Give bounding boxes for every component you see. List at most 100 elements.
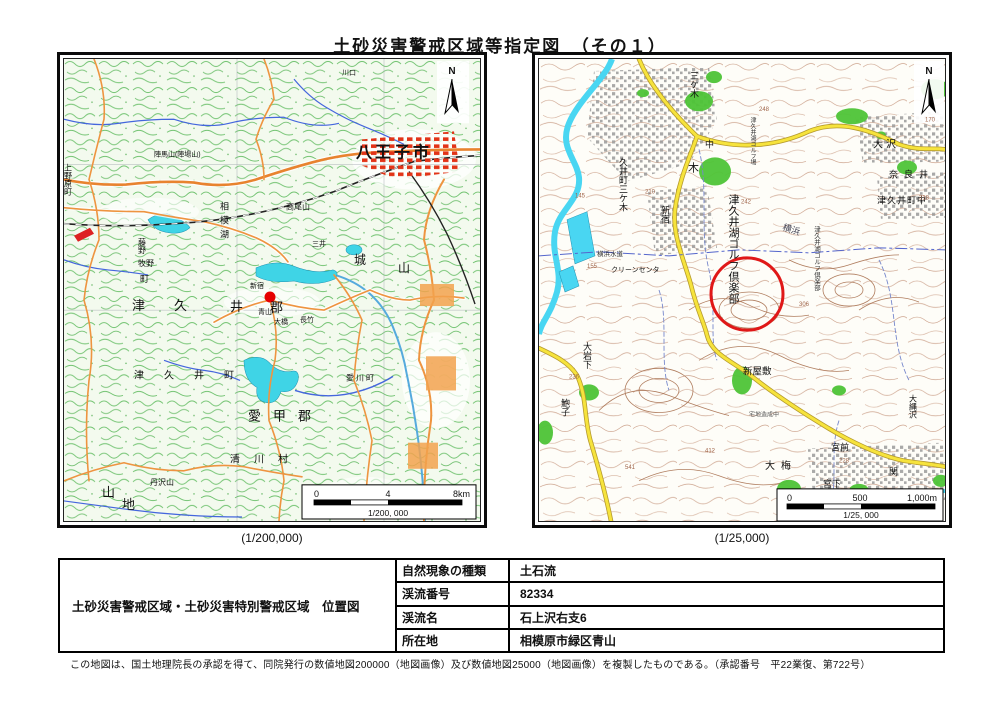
page-title: 土砂災害警戒区域等指定図 （その１） [333, 37, 667, 56]
map-label: 長竹 [300, 315, 314, 324]
map-label: 津久井町中 [877, 195, 927, 206]
table-row: 自然現象の種類 土石流 [397, 560, 943, 584]
field-label: 渓流番号 [397, 583, 510, 605]
right-map-contours [598, 254, 920, 486]
map-label: 大沢 [873, 137, 899, 150]
info-table-rows: 自然現象の種類 土石流 渓流番号 82334 渓流名 石上沢右支6 所在地 相模原市緑区青山 [397, 560, 943, 651]
map-label: 川口 [342, 69, 356, 77]
map-label: 上野原町 [64, 163, 72, 195]
map-label: 愛川町 [346, 372, 376, 382]
left-map-caption: (1/200,000) [241, 531, 303, 545]
map-label: 170 [925, 117, 936, 123]
map-label: 地 [122, 497, 135, 512]
scale-tick: 0 [787, 493, 792, 503]
map-label: 高尾山 [286, 202, 310, 212]
map-label: 中 [705, 138, 714, 149]
north-label: N [448, 66, 455, 77]
scale-tick: 0 [314, 489, 319, 499]
left-map-urban-area [74, 131, 460, 469]
table-row: 渓流番号 82334 [397, 583, 943, 607]
map-label: 津久井湖ゴルフ倶楽部 [727, 193, 739, 304]
left-north-arrow: N [437, 61, 469, 124]
map-label: 久井町三ケ木 [618, 156, 628, 212]
map-label: 宅地造成中 [749, 411, 779, 419]
field-label: 渓流名 [397, 606, 510, 628]
footer-note: この地図は、国土地理院長の承認を得て、同院発行の数値地図200000（地図画像）… [70, 660, 871, 671]
map-label: 大橋 [274, 317, 288, 326]
map-label: 242 [741, 200, 752, 206]
map-label: 宮前 [831, 442, 849, 453]
map-label: 鮑子 [560, 397, 570, 416]
map-label: 横浜 [781, 221, 801, 237]
map-label: 三井 [312, 239, 326, 248]
map-label: 津久井湖ゴルフ場 [749, 117, 756, 166]
map-label: 山 [398, 261, 410, 275]
map-label: クリーンセンタ [611, 265, 660, 274]
scale-tick: 1,000m [907, 493, 937, 503]
table-row: 渓流名 石上沢右支6 [397, 606, 943, 630]
map-label: 248 [759, 107, 770, 113]
map-label: 陣馬山(陣場山) [154, 149, 201, 158]
map-label: 三ケ木 [689, 71, 699, 99]
map-label: 津久井湖ゴルフ倶楽部 [813, 225, 821, 292]
right-map-caption: (1/25,000) [714, 531, 770, 545]
table-row: 所在地 相模原市緑区青山 [397, 629, 943, 651]
right-map-panel: N 0 500 1,000m 1/25, 000 三ケ木中木 津久井湖ゴルフ場 大沢… [532, 52, 952, 528]
field-value: 石上沢右支6 [520, 610, 587, 625]
red-dot-marker [264, 291, 276, 303]
map-label: 210 [645, 190, 656, 196]
map-label: 津 [132, 298, 145, 313]
north-label: N [925, 66, 932, 77]
map-label: 久 [174, 298, 187, 313]
map-label: 412 [705, 449, 716, 455]
map-label: 宮下 [823, 478, 841, 489]
map-label: 新宿 [250, 281, 264, 290]
right-north-arrow: N [914, 61, 944, 124]
info-table: 土砂災害警戒区域・土砂災害特別警戒区域 位置図 自然現象の種類 土石流 渓流番号 82… [58, 558, 945, 653]
map-label: 津久井町 [134, 368, 254, 381]
map-label: 奈良井 [889, 168, 934, 179]
field-label: 所在地 [397, 629, 510, 651]
map-label: 木 [688, 161, 699, 174]
map-label: 新宿 [660, 205, 670, 225]
field-value: 相模原市緑区青山 [520, 633, 617, 648]
map-label: 大縄沢 [909, 393, 918, 419]
map-label: 145 [575, 194, 586, 200]
right-map-inner: N 0 500 1,000m 1/25, 000 三ケ木中木 津久井湖ゴルフ場 大沢… [538, 58, 946, 522]
interchange-symbol [74, 227, 94, 242]
map-label: 228 [839, 459, 850, 465]
scale-tick: 8km [453, 489, 470, 499]
map-label: 井 [230, 299, 243, 314]
map-label: 大岩下 [582, 341, 592, 370]
map-label: 山 [102, 485, 115, 500]
left-map-panel: N 0 4 8km 1/200, 000 八王子市 川口 上野原町 陣馬山(陣場山) 高… [57, 52, 487, 528]
field-label: 自然現象の種類 [397, 560, 510, 582]
map-label: 306 [799, 302, 810, 308]
scale-ratio: 1/200, 000 [368, 508, 408, 518]
map-label: 318 [919, 196, 930, 202]
map-label: 郡 [270, 300, 283, 315]
location-map-title: 土砂災害警戒区域・土砂災害特別警戒区域 位置図 [60, 560, 397, 651]
map-label: 藤野 [138, 237, 147, 254]
left-scale-bar: 0 4 8km 1/200, 000 [301, 484, 477, 520]
red-circle-marker [709, 256, 785, 332]
field-value: 82334 [520, 586, 554, 601]
left-map-inner: N 0 4 8km 1/200, 000 八王子市 川口 上野原町 陣馬山(陣場山) 高… [63, 58, 481, 522]
admin-boundary-line [539, 247, 945, 257]
map-label: 青山 [258, 307, 272, 316]
right-scale-bar: 0 500 1,000m 1/25, 000 [776, 488, 944, 521]
map-label: 城 [354, 253, 366, 267]
map-label: 155 [587, 264, 598, 270]
map-label: 236 [569, 374, 580, 380]
right-map-roads [539, 59, 945, 521]
map-label: 町 [140, 274, 149, 284]
map-label: 清川村 [230, 453, 302, 466]
field-value: 土石流 [520, 564, 557, 579]
map-label: 大梅 [765, 459, 797, 472]
map-label: 関 [889, 467, 898, 477]
